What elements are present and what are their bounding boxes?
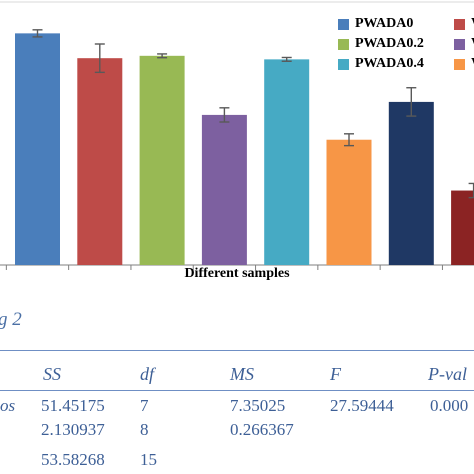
bar-3 bbox=[139, 55, 185, 266]
row-1-ms: 7.35025 bbox=[230, 396, 286, 415]
row-2-ms: 0.266367 bbox=[230, 420, 294, 439]
row-1-ss: 51.45175 bbox=[41, 396, 105, 415]
legend-swatch-4 bbox=[454, 38, 465, 50]
error-bar-7 bbox=[406, 87, 417, 117]
legend-item-5: PWADA0.4 bbox=[338, 56, 424, 72]
legend-item-3: PWADA0.2 bbox=[338, 36, 424, 52]
error-bar-1 bbox=[32, 29, 43, 38]
error-bar-3 bbox=[157, 53, 168, 59]
legend-swatch-1 bbox=[338, 18, 349, 30]
header-df: df bbox=[140, 364, 155, 384]
bar-5 bbox=[264, 59, 310, 266]
bar-1 bbox=[15, 33, 60, 266]
row-3-df: 15 bbox=[140, 450, 157, 469]
legend-label-3: PWADA0.2 bbox=[355, 36, 424, 51]
header-ss: SS bbox=[43, 364, 61, 384]
error-bar-6 bbox=[344, 133, 354, 147]
row-1-f: 27.59444 bbox=[330, 396, 394, 415]
row-2-df: 8 bbox=[140, 420, 149, 439]
legend-swatch-5 bbox=[338, 58, 349, 70]
table-header-rule bbox=[0, 390, 474, 391]
row-2-ss: 2.130937 bbox=[41, 420, 105, 439]
legend-item-2: W bbox=[454, 16, 474, 32]
legend-swatch-3 bbox=[338, 38, 349, 50]
header-p-value: P-val bbox=[428, 364, 467, 384]
bar-6 bbox=[326, 139, 372, 265]
bar-7 bbox=[388, 101, 434, 265]
bar-chart bbox=[0, 1, 474, 270]
error-bar-5 bbox=[281, 56, 292, 62]
row-1-label: os bbox=[0, 396, 16, 415]
legend-item-6: W bbox=[454, 56, 474, 72]
error-bar-2 bbox=[94, 43, 105, 74]
legend-label-4: W bbox=[471, 36, 474, 52]
bar-4 bbox=[201, 114, 247, 265]
table-top-rule bbox=[0, 350, 474, 351]
legend-swatch-6 bbox=[454, 58, 465, 70]
legend-item-1: PWADA0 bbox=[338, 16, 413, 32]
x-axis-label: Different samples bbox=[184, 266, 290, 281]
error-bar-4 bbox=[219, 107, 230, 123]
legend-swatch-2 bbox=[454, 18, 465, 30]
legend-label-5: PWADA0.4 bbox=[355, 56, 424, 71]
header-f: F bbox=[330, 364, 341, 384]
figure-caption: g 2 bbox=[0, 309, 22, 330]
bar-8 bbox=[451, 190, 474, 265]
header-ms: MS bbox=[230, 364, 254, 384]
row-1-df: 7 bbox=[140, 396, 149, 415]
row-1-p: 0.000 bbox=[430, 396, 469, 415]
chart-legend: PWADA0 W PWADA0.2 W PWADA0.4 W bbox=[338, 16, 474, 76]
row-3-ss: 53.58268 bbox=[41, 450, 105, 469]
legend-label-6: W bbox=[471, 56, 474, 72]
bar-2 bbox=[77, 58, 123, 265]
legend-item-4: W bbox=[454, 36, 474, 52]
legend-label-2: W bbox=[471, 16, 474, 32]
legend-label-1: PWADA0 bbox=[355, 16, 414, 31]
